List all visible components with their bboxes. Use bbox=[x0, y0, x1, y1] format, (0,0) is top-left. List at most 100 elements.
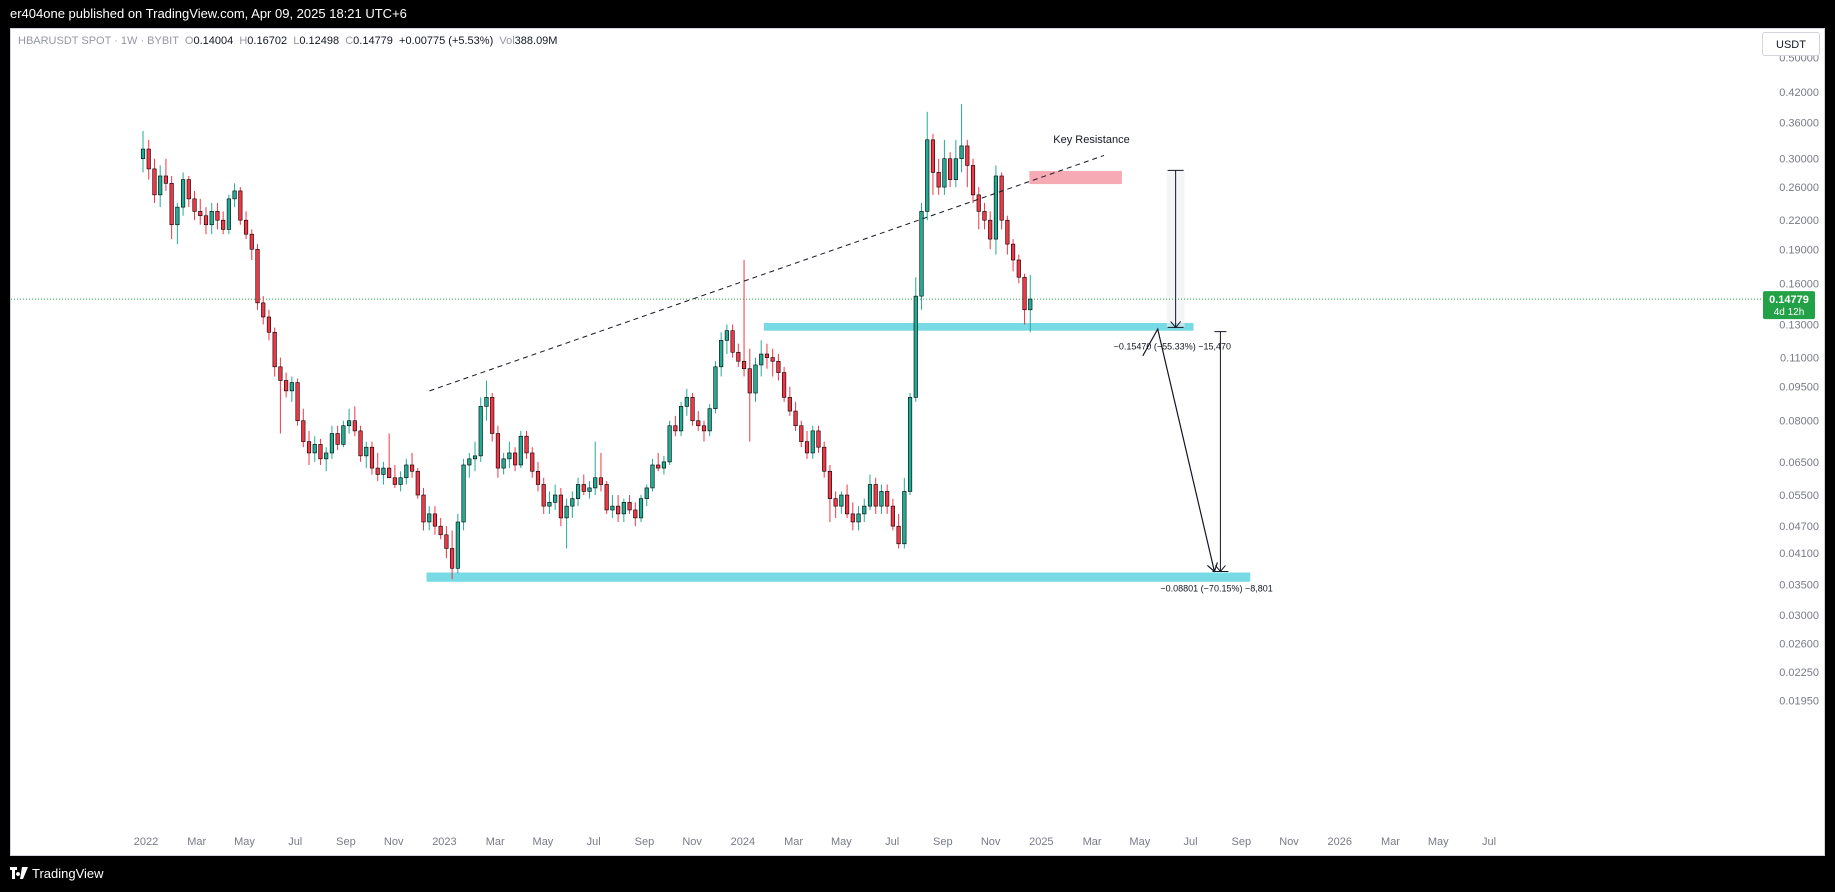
candle-body bbox=[513, 452, 518, 466]
candle-body bbox=[547, 502, 552, 507]
candle-body bbox=[793, 410, 798, 427]
candle-body bbox=[690, 397, 695, 422]
candle-body bbox=[684, 397, 689, 407]
candle-body bbox=[661, 461, 666, 469]
candle-body bbox=[181, 179, 186, 208]
candle-body bbox=[289, 382, 294, 392]
measure-1-label: −0.15470 (−55.33%) −15,470 bbox=[1114, 341, 1231, 351]
x-tick-label: Nov bbox=[682, 836, 702, 848]
candle-body bbox=[450, 548, 455, 569]
candle-body bbox=[232, 190, 237, 200]
candle-body bbox=[764, 353, 770, 358]
candle-body bbox=[890, 505, 895, 527]
high-value: 0.16702 bbox=[247, 35, 288, 47]
chart-frame[interactable]: Key Resistance −0.15470 (−55.33%) −15,470… bbox=[10, 28, 1825, 856]
candle-body bbox=[736, 351, 741, 362]
candle-body bbox=[438, 525, 443, 536]
candle-body bbox=[970, 165, 976, 196]
candle-body bbox=[140, 148, 146, 160]
candle-body bbox=[215, 211, 220, 221]
candle-body bbox=[816, 430, 821, 448]
candle-body bbox=[822, 446, 827, 472]
candle-body bbox=[827, 470, 832, 499]
candle-body bbox=[587, 487, 592, 492]
candle-body bbox=[347, 420, 352, 427]
candle-body bbox=[787, 397, 792, 412]
candle-body bbox=[656, 464, 661, 469]
resistance-zone bbox=[1029, 170, 1122, 185]
y-tick-label: 0.02250 bbox=[1779, 667, 1819, 679]
y-tick-label: 0.05500 bbox=[1779, 490, 1819, 502]
candle-body bbox=[999, 175, 1004, 221]
candle-body bbox=[862, 505, 867, 515]
candle-body bbox=[324, 452, 329, 460]
candle-body bbox=[564, 505, 569, 519]
candle-body bbox=[873, 484, 878, 507]
x-tick-label: Jul bbox=[288, 836, 302, 848]
y-tick-label: 0.30000 bbox=[1779, 154, 1819, 166]
open-label: O bbox=[184, 35, 194, 47]
candle-body bbox=[581, 484, 586, 492]
candle-body bbox=[713, 366, 718, 410]
x-tick-label: Nov bbox=[1279, 836, 1299, 848]
candle-body bbox=[867, 484, 873, 507]
low-value: 0.12498 bbox=[299, 35, 340, 47]
projection-arrowhead bbox=[1207, 562, 1218, 573]
candle-body bbox=[484, 397, 489, 407]
candle-body bbox=[352, 420, 357, 432]
candle-body bbox=[770, 357, 775, 362]
candle-body bbox=[907, 397, 913, 492]
candle-body bbox=[295, 382, 300, 422]
candle-body bbox=[570, 498, 575, 507]
footer-bar: TradingView bbox=[0, 856, 1835, 891]
currency-button[interactable]: USDT bbox=[1762, 32, 1820, 56]
x-tick-label: Jul bbox=[1184, 836, 1198, 848]
candle-body bbox=[747, 368, 752, 394]
candle-body bbox=[444, 534, 449, 549]
y-tick-label: 0.04700 bbox=[1779, 521, 1819, 533]
y-tick-label: 0.02600 bbox=[1779, 639, 1819, 651]
x-tick-label: Nov bbox=[981, 836, 1001, 848]
candle-body bbox=[518, 435, 523, 466]
candle-body bbox=[879, 491, 884, 507]
y-tick-label: 0.13000 bbox=[1779, 319, 1819, 331]
candle-body bbox=[381, 467, 386, 475]
candle-body bbox=[616, 505, 621, 515]
candle-body bbox=[804, 441, 810, 454]
candle-body bbox=[638, 498, 644, 519]
last-price-value: 0.14779 bbox=[1769, 294, 1809, 306]
candle-body bbox=[953, 158, 958, 180]
candle-body bbox=[1016, 259, 1021, 278]
candle-body bbox=[942, 158, 947, 188]
candle-body bbox=[610, 505, 615, 511]
candle-body bbox=[192, 198, 197, 212]
candle-body bbox=[593, 477, 598, 489]
candle-body bbox=[724, 330, 729, 341]
support-zone-lower bbox=[426, 572, 1251, 582]
x-tick-label: 2024 bbox=[731, 836, 755, 848]
x-tick-label: May bbox=[1129, 836, 1150, 848]
x-tick-label: May bbox=[234, 836, 255, 848]
candle-body bbox=[707, 408, 712, 432]
candle-body bbox=[896, 525, 901, 545]
candle-body bbox=[993, 175, 998, 240]
candle-body bbox=[976, 194, 981, 212]
candle-body bbox=[404, 464, 409, 479]
x-tick-label: May bbox=[831, 836, 852, 848]
x-tick-label: Mar bbox=[486, 836, 505, 848]
x-tick-label: Mar bbox=[1083, 836, 1102, 848]
candle-body bbox=[604, 484, 609, 511]
candle-body bbox=[673, 425, 678, 432]
last-price-countdown: 4d 12h bbox=[1774, 307, 1805, 318]
candle-body bbox=[845, 494, 850, 515]
candle-body bbox=[633, 509, 638, 519]
x-tick-label: Sep bbox=[635, 836, 655, 848]
candle-body bbox=[415, 470, 420, 496]
candle-body bbox=[839, 494, 844, 507]
price-chart[interactable]: Key Resistance −0.15470 (−55.33%) −15,470… bbox=[11, 29, 1824, 855]
candle-body bbox=[490, 397, 495, 434]
x-tick-label: 2022 bbox=[134, 836, 158, 848]
candle-body bbox=[696, 420, 701, 427]
candle-body bbox=[856, 513, 861, 523]
candle-body bbox=[959, 145, 964, 160]
